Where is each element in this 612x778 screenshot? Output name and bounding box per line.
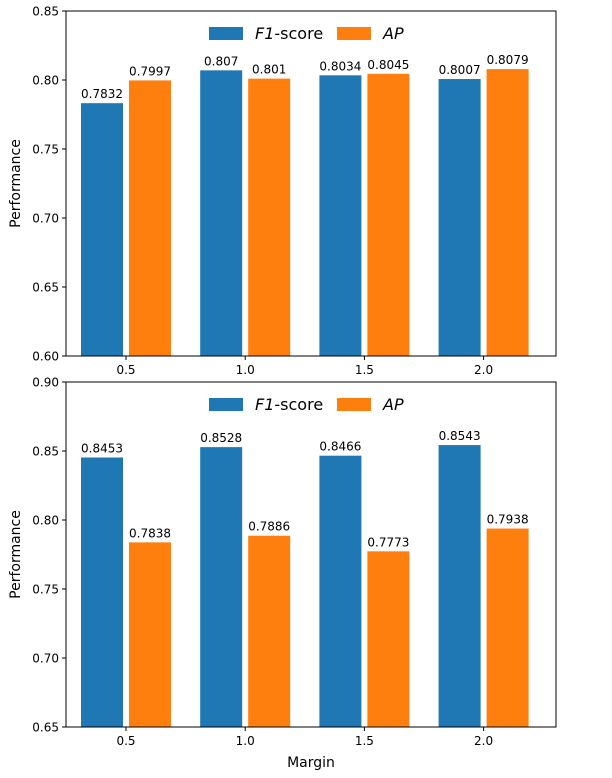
data-label: 0.7886 (248, 520, 290, 534)
y-tick-label: 0.70 (32, 212, 59, 226)
legend-swatch (209, 398, 243, 411)
bar-ap (486, 69, 529, 357)
y-tick-label: 0.85 (32, 445, 59, 459)
data-label: 0.8034 (319, 59, 361, 73)
bar-f1-score (81, 103, 123, 357)
y-tick-label: 0.75 (32, 143, 59, 157)
bar-f1-score (438, 445, 481, 727)
x-tick-label: 2.0 (474, 363, 493, 377)
x-tick-label: 1.5 (355, 363, 374, 377)
bar-ap (129, 542, 171, 727)
x-tick-label: 1.5 (355, 734, 374, 748)
legend-swatch (337, 27, 371, 40)
data-label: 0.8453 (81, 441, 123, 455)
y-tick-label: 0.80 (32, 74, 59, 88)
data-label: 0.807 (204, 54, 238, 68)
axes-frame (65, 381, 557, 728)
x-tick-label: 0.5 (116, 363, 135, 377)
legend: F1-score AP (209, 24, 404, 43)
data-label: 0.8079 (487, 53, 529, 67)
bar-f1-score (200, 70, 243, 356)
y-tick-label: 0.70 (32, 652, 59, 666)
bar-f1-score (200, 447, 243, 727)
bar-ap (367, 551, 410, 727)
legend-label: AP (382, 24, 404, 43)
x-tick-label: 1.0 (236, 734, 255, 748)
y-axis-label: Performance (8, 139, 24, 228)
legend-label: F1-score (255, 395, 323, 414)
y-tick-label: 0.65 (32, 281, 59, 295)
legend-swatch (209, 27, 243, 40)
chart-panel-2: 0.65 0.70 0.75 0.80 0.85 0.90 0.5 1.0 1.5 2.0 0.84… (8, 376, 557, 771)
data-label: 0.8528 (200, 431, 242, 445)
axes-frame (65, 10, 557, 357)
data-label: 0.8045 (367, 58, 409, 72)
bar-f1-score (319, 455, 362, 727)
data-label: 0.7938 (487, 513, 529, 527)
data-label: 0.7773 (367, 535, 409, 549)
data-label: 0.7832 (81, 87, 123, 101)
x-tick-label: 2.0 (474, 734, 493, 748)
legend-label: AP (382, 395, 404, 414)
y-tick-label: 0.85 (32, 5, 59, 19)
y-tick-label: 0.60 (32, 350, 59, 364)
y-tick-label: 0.75 (32, 583, 59, 597)
bar-ap (367, 73, 410, 356)
data-label: 0.8007 (439, 63, 481, 77)
y-tick-label: 0.90 (32, 376, 59, 390)
data-label: 0.8543 (439, 429, 481, 443)
data-label: 0.801 (252, 63, 286, 77)
y-tick-label: 0.80 (32, 514, 59, 528)
bar-f1-score (81, 457, 123, 727)
bar-ap (129, 80, 171, 356)
data-label: 0.8466 (319, 440, 361, 454)
bar-ap (486, 528, 529, 727)
bar-f1-score (319, 75, 362, 357)
legend: F1-score AP (209, 395, 404, 414)
legend-label: F1-score (255, 24, 323, 43)
data-label: 0.7838 (129, 526, 171, 540)
y-axis-label: Performance (8, 510, 24, 599)
x-axis-label: Margin (287, 755, 335, 771)
x-tick-label: 0.5 (116, 734, 135, 748)
data-label: 0.7997 (129, 64, 171, 78)
bar-ap (248, 78, 291, 357)
x-tick-label: 1.0 (236, 363, 255, 377)
legend-swatch (337, 398, 371, 411)
y-tick-label: 0.65 (32, 721, 59, 735)
bar-f1-score (438, 79, 481, 356)
chart-panel-1: 0.60 0.65 0.70 0.75 0.80 0.85 0.5 1.0 1.5 2.0 0.78… (8, 5, 557, 377)
bar-ap (248, 535, 291, 727)
